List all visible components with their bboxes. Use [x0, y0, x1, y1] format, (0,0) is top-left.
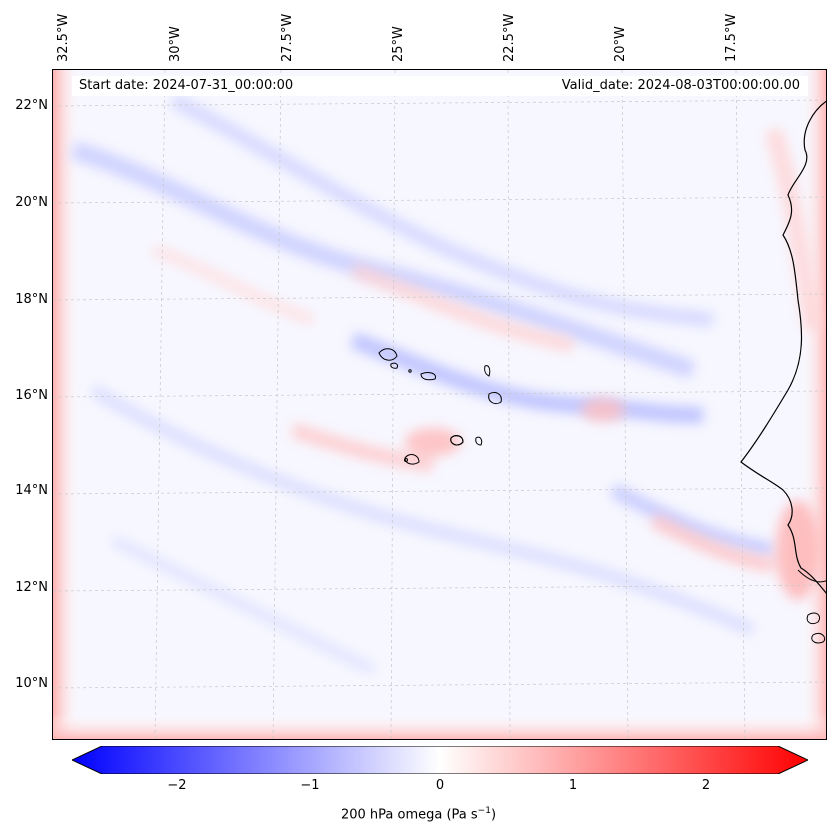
colorbar-tick: 2 [701, 778, 711, 793]
valid-date: Valid_date: 2024-08-03T00:00:00.00 [561, 78, 800, 93]
colorbar-tick: −2 [167, 778, 187, 793]
colorbar-tick: 1 [568, 778, 578, 793]
lon-label: 22.5°W [502, 13, 517, 62]
lat-label: 10°N [15, 676, 48, 691]
lon-label: 20°W [613, 26, 628, 62]
map-panel [52, 69, 827, 740]
lon-label: 17.5°W [724, 13, 739, 62]
colorbar-gradient [70, 745, 810, 775]
coastline [740, 100, 826, 594]
graticule [53, 70, 826, 739]
lat-label: 20°N [15, 195, 48, 210]
colorbar [70, 745, 810, 775]
start-date: Start date: 2024-07-31_00:00:00 [79, 78, 294, 93]
lon-label: 27.5°W [280, 13, 295, 62]
lat-label: 16°N [15, 388, 48, 403]
colorbar-tick: −1 [300, 778, 320, 793]
lat-label: 14°N [15, 483, 48, 498]
lat-label: 22°N [15, 98, 48, 113]
ascent-bands [151, 127, 822, 600]
lon-label: 30°W [168, 26, 183, 62]
colorbar-tick: 0 [435, 778, 445, 793]
islands [378, 348, 502, 465]
colorbar-label: 200 hPa omega (Pa s−1) [340, 806, 497, 823]
omega-field [53, 70, 826, 739]
lat-label: 12°N [15, 580, 48, 595]
descent-bands [70, 93, 775, 675]
lon-label: 32.5°W [56, 13, 71, 62]
lon-label: 25°W [391, 26, 406, 62]
lat-label: 18°N [15, 292, 48, 307]
date-header [72, 76, 808, 96]
